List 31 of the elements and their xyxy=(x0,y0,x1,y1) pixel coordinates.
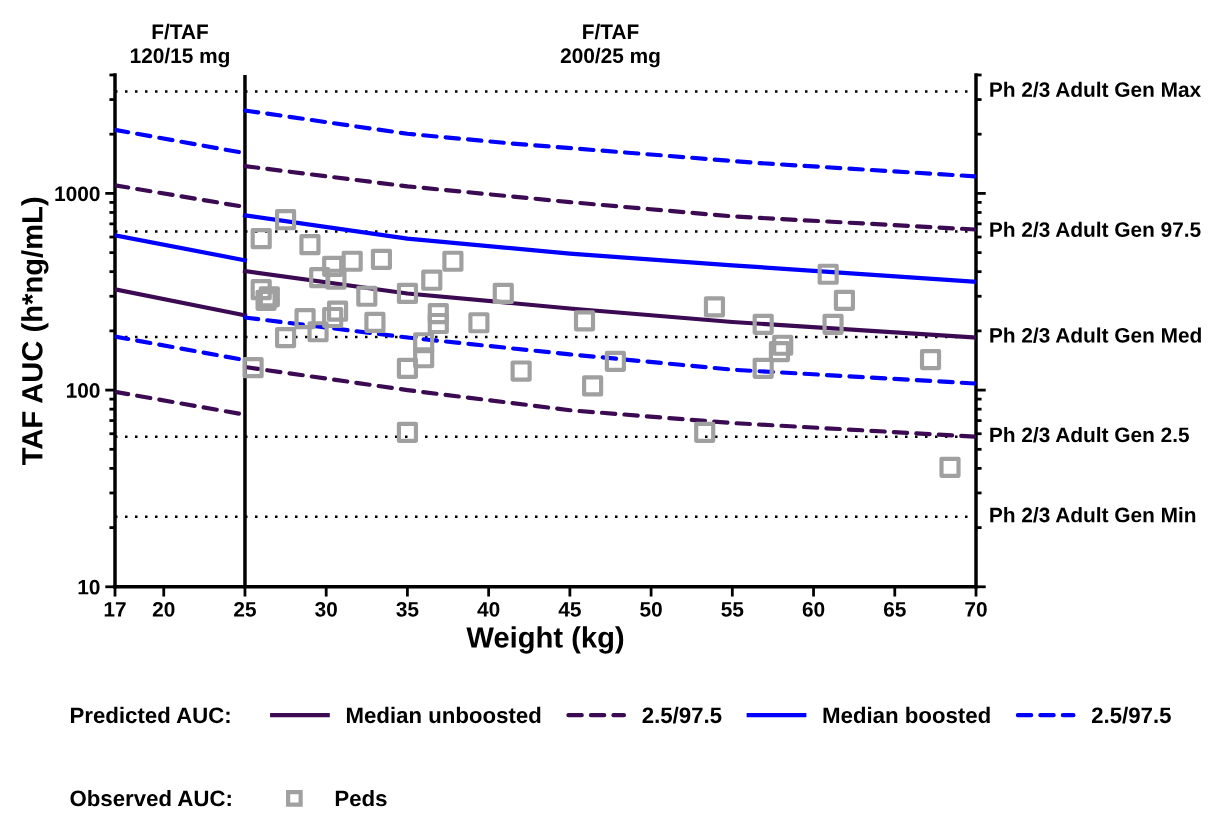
ref-line-label: Ph 2/3 Adult Gen Med xyxy=(990,327,1201,343)
x-tick-label: 55 xyxy=(721,602,744,617)
legend-label: 2.5/97.5 xyxy=(1091,706,1171,724)
y-tick-label: 10 xyxy=(78,579,100,595)
x-tick-label: 30 xyxy=(315,601,337,617)
x-tick-label: 60 xyxy=(802,601,825,617)
legend-label: Peds xyxy=(335,789,387,807)
x-tick-label: 20 xyxy=(152,601,175,617)
x-tick-label: 17 xyxy=(104,602,126,617)
x-tick-label: 45 xyxy=(558,602,581,617)
x-tick-label: 65 xyxy=(883,601,906,617)
legend-label: Median unboosted xyxy=(346,706,541,724)
x-tick-label: 35 xyxy=(396,601,419,617)
ref-line-label: Ph 2/3 Adult Gen 2.5 xyxy=(990,426,1189,443)
x-tick-label: 50 xyxy=(640,601,662,617)
text: Observed AUC: xyxy=(70,789,231,807)
y-tick-label: 100 xyxy=(66,383,100,398)
x-tick-label: 25 xyxy=(234,601,256,617)
y-axis-title: TAF AUC (h*ng/mL) xyxy=(21,197,49,466)
legend-label: 2.5/97.5 xyxy=(642,706,722,724)
text: F/TAF 120/15 mg xyxy=(130,23,229,68)
ref-line-label: Ph 2/3 Adult Gen Max xyxy=(990,81,1201,98)
x-tick-label: 40 xyxy=(477,601,500,617)
ref-line-label: Ph 2/3 Adult Gen 97.5 xyxy=(990,221,1201,238)
ref-line-label: Ph 2/3 Adult Gen Min xyxy=(990,507,1196,523)
legend-label: Median boosted xyxy=(823,706,990,724)
x-axis-title: Weight (kg) xyxy=(466,626,624,654)
text: Predicted AUC: xyxy=(70,706,230,724)
text: F/TAF 200/25 mg xyxy=(560,23,660,68)
x-tick-label: 70 xyxy=(965,601,987,617)
y-tick-label: 1000 xyxy=(55,186,100,202)
